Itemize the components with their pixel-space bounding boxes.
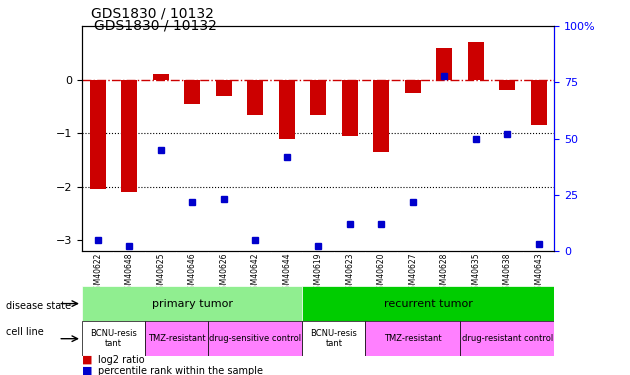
Text: drug-sensitive control: drug-sensitive control [209,334,301,343]
Text: recurrent tumor: recurrent tumor [384,298,473,309]
Text: disease state: disease state [6,301,71,310]
Text: GSM40625: GSM40625 [156,253,165,294]
Text: GDS1830 / 10132: GDS1830 / 10132 [91,7,214,21]
Bar [145,321,208,356]
Text: GSM40626: GSM40626 [219,253,228,294]
Text: ■: ■ [82,366,93,375]
Text: percentile rank within the sample: percentile rank within the sample [98,366,263,375]
Bar [460,321,554,356]
Bar [530,80,546,125]
Bar [365,321,460,356]
Text: TMZ-resistant: TMZ-resistant [147,334,205,343]
Text: cell line: cell line [6,327,44,337]
Text: GSM40648: GSM40648 [125,253,134,294]
Bar [82,321,145,356]
Text: GSM40643: GSM40643 [534,253,543,294]
Bar [208,321,302,356]
Bar [121,80,137,192]
Text: GDS1830 / 10132: GDS1830 / 10132 [94,19,217,33]
Text: GSM40635: GSM40635 [471,253,480,294]
Text: GSM40620: GSM40620 [377,253,386,294]
Text: GSM40623: GSM40623 [345,253,354,294]
Bar [302,286,554,321]
Bar [341,80,358,136]
Text: BCNU-resis
tant: BCNU-resis tant [90,329,137,348]
Text: GSM40646: GSM40646 [188,253,197,294]
Bar [310,80,326,114]
Text: drug-resistant control: drug-resistant control [462,334,553,343]
Text: TMZ-resistant: TMZ-resistant [384,334,442,343]
Bar [215,80,232,96]
Text: log2 ratio: log2 ratio [98,355,144,365]
Text: GSM40642: GSM40642 [251,253,260,294]
Bar [153,74,169,80]
Bar [436,48,452,80]
Text: GSM40628: GSM40628 [440,253,449,294]
Bar [82,286,302,321]
Bar [247,80,263,114]
Text: GSM40619: GSM40619 [314,253,323,294]
Text: BCNU-resis
tant: BCNU-resis tant [311,329,357,348]
Bar [184,80,200,104]
Bar [90,80,106,189]
Bar [467,42,484,80]
Bar [404,80,421,93]
Bar [499,80,515,90]
Text: GSM40622: GSM40622 [93,253,102,294]
Bar [302,321,365,356]
Text: primary tumor: primary tumor [152,298,232,309]
Bar [373,80,389,152]
Text: GSM40644: GSM40644 [282,253,291,294]
Text: GSM40627: GSM40627 [408,253,417,294]
Text: ■: ■ [82,355,93,365]
Bar [278,80,294,139]
Text: GSM40638: GSM40638 [503,253,512,294]
